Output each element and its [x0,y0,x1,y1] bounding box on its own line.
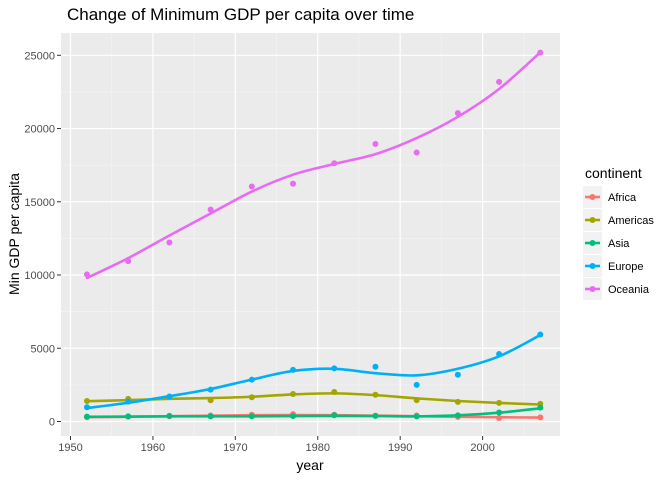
x-tick-label: 1950 [58,442,82,454]
legend-items: Africa Americas Asia Europe Oceania [583,186,654,300]
point-oceania [372,141,379,148]
x-tick-label: 1990 [388,442,412,454]
legend-point-oceania [589,286,596,292]
point-asia [413,413,420,420]
y-tick-label: 5000 [31,343,55,355]
point-europe [537,331,544,338]
point-oceania [207,206,214,213]
point-asia [537,404,544,411]
x-tick-label: 1980 [306,442,330,454]
y-tick-label: 15000 [24,197,55,209]
point-europe [83,404,90,411]
point-europe [496,351,503,358]
point-africa [496,414,503,421]
legend: continent Africa Americas Asia Europe Oceani… [583,165,654,300]
y-tick-label: 25000 [24,50,55,62]
legend-item-europe: Europe [583,255,643,277]
point-europe [248,376,255,383]
point-europe [454,371,461,378]
legend-item-africa: Africa [583,186,637,208]
point-oceania [83,271,90,278]
y-tick-label: 20000 [24,124,55,136]
plot-panel [61,33,560,436]
point-americas [454,398,461,405]
grid-layer [61,33,560,436]
point-asia [496,409,503,416]
point-europe [125,398,132,405]
point-americas [83,398,90,405]
legend-label-americas: Americas [608,215,654,227]
legend-item-americas: Americas [583,209,654,231]
point-americas [372,391,379,398]
series-europe [83,331,544,411]
x-tick-label: 1960 [141,442,165,454]
y-tick-label: 0 [49,417,55,429]
point-europe [207,386,214,393]
x-tick-label: 2000 [470,442,494,454]
point-americas [413,397,420,404]
point-americas [248,394,255,401]
point-asia [331,412,338,419]
trend-line-oceania [85,51,542,280]
series-oceania [83,49,544,280]
legend-title: continent [585,165,642,181]
trend-line-americas [85,392,542,406]
x-axis-title: year [296,457,324,473]
legend-item-asia: Asia [583,232,630,254]
point-oceania [537,49,544,56]
point-oceania [125,258,132,265]
x-tick-label: 1970 [223,442,247,454]
point-americas [207,397,214,404]
trend-line-europe [85,333,542,410]
legend-label-europe: Europe [608,261,643,273]
axis-layer: 1950 1960 1970 1980 1990 20000500010000150002… [24,50,494,454]
point-oceania [454,110,461,117]
point-oceania [248,183,255,190]
series-layer [83,49,544,421]
point-africa [537,414,544,421]
series-asia [83,404,544,420]
point-americas [290,391,297,398]
chart-title: Change of Minimum GDP per capita over ti… [67,5,414,24]
point-oceania [413,149,420,156]
point-americas [331,389,338,396]
legend-point-americas [589,217,596,223]
legend-label-africa: Africa [608,192,637,204]
point-oceania [166,239,173,246]
legend-point-asia [589,240,596,246]
legend-label-asia: Asia [608,238,630,250]
point-asia [83,413,90,420]
legend-point-europe [589,263,596,269]
point-europe [413,381,420,388]
point-asia [454,412,461,419]
point-oceania [496,78,503,85]
point-europe [166,393,173,400]
point-europe [290,366,297,373]
y-tick-label: 10000 [24,270,55,282]
point-oceania [331,160,338,167]
legend-point-africa [589,194,596,200]
point-asia [372,412,379,419]
legend-item-oceania: Oceania [583,278,650,300]
point-asia [207,413,214,420]
y-axis-title: Min GDP per capita [6,173,22,295]
point-americas [496,399,503,406]
point-europe [372,363,379,370]
point-asia [125,413,132,420]
point-asia [290,413,297,420]
trend-line-asia [85,407,542,419]
point-europe [331,365,338,372]
point-asia [166,412,173,419]
legend-label-oceania: Oceania [608,284,650,296]
point-oceania [290,180,297,187]
point-asia [248,413,255,420]
